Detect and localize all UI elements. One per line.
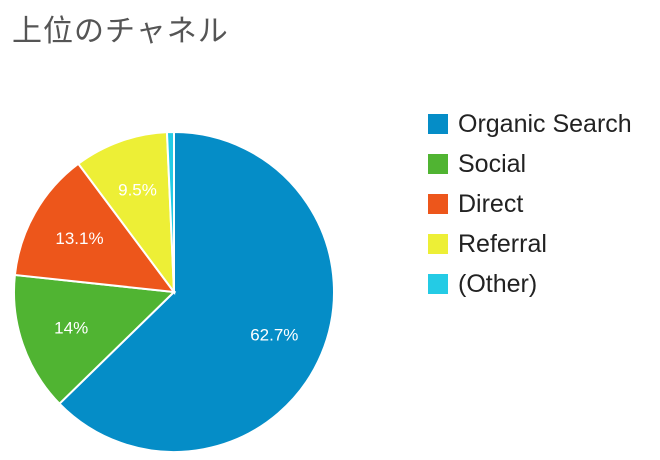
pie-slices (13, 130, 335, 453)
legend-swatch (428, 194, 448, 214)
legend-swatch (428, 274, 448, 294)
pie-slice-social[interactable] (13, 273, 177, 406)
legend-label: Referral (458, 229, 547, 258)
pie-slice-organic-search[interactable] (58, 130, 335, 453)
legend-label: Direct (458, 189, 524, 218)
legend-item-direct[interactable]: Direct (428, 184, 632, 224)
legend-label: (Other) (458, 269, 538, 298)
legend: Organic Search Social Direct Referral (O… (428, 104, 632, 304)
slice-label-organic-search: 62.7% (250, 325, 298, 344)
legend-item-other[interactable]: (Other) (428, 264, 632, 304)
chart-title: 上位のチャネル (12, 14, 229, 49)
pie-slice-labels: 62.7% 14% 13.1% 9.5% (54, 181, 298, 345)
legend-swatch (428, 234, 448, 254)
legend-label: Social (458, 149, 527, 178)
pie-slice-referral[interactable] (76, 131, 176, 296)
pie-slice-other[interactable] (165, 130, 175, 293)
pie-slice-direct[interactable] (13, 162, 177, 294)
legend-item-referral[interactable]: Referral (428, 224, 632, 264)
legend-swatch (428, 114, 448, 134)
legend-item-social[interactable]: Social (428, 144, 632, 184)
slice-label-social: 14% (54, 319, 88, 338)
legend-swatch (428, 154, 448, 174)
slice-label-referral: 9.5% (118, 181, 157, 200)
legend-item-organic-search[interactable]: Organic Search (428, 104, 632, 144)
slice-label-direct: 13.1% (55, 229, 103, 248)
legend-label: Organic Search (458, 109, 632, 138)
